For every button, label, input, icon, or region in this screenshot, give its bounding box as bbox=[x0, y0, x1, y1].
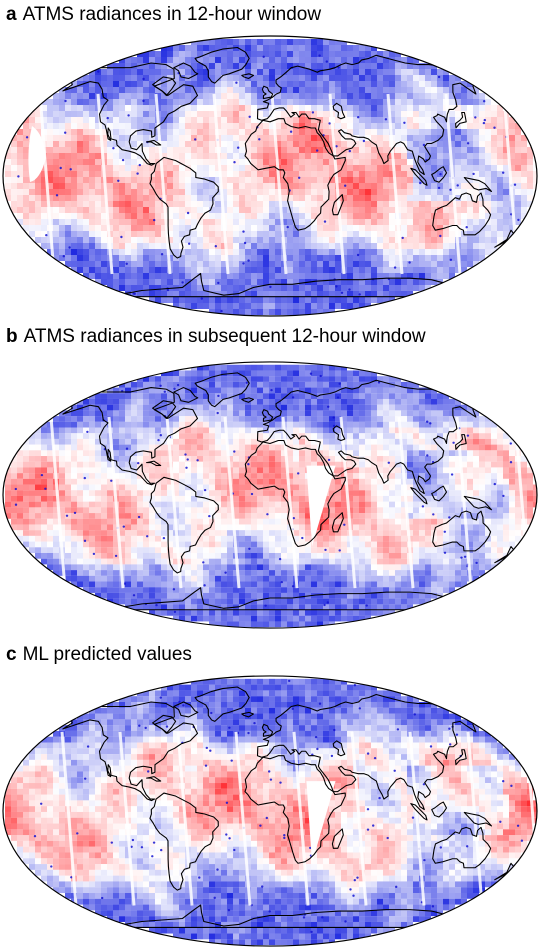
coastline-iceland bbox=[241, 397, 255, 403]
panel-a: a ATMS radiances in 12-hour window bbox=[0, 0, 540, 318]
panel-a-title: a ATMS radiances in 12-hour window bbox=[6, 4, 321, 26]
panel-c: c ML predicted values bbox=[0, 630, 540, 950]
coastlines bbox=[62, 686, 518, 930]
coastline-japan bbox=[455, 111, 467, 129]
coastline-japan bbox=[455, 749, 467, 766]
panel-b-letter: b bbox=[6, 326, 18, 347]
coastline-caspian bbox=[332, 425, 346, 442]
coastline-caspian bbox=[332, 102, 346, 120]
coastline-cuba bbox=[146, 139, 162, 146]
coastline-britain bbox=[261, 409, 274, 422]
panel-c-letter: c bbox=[6, 644, 17, 665]
radiance-field bbox=[5, 39, 537, 315]
coastline-africa bbox=[244, 755, 346, 864]
coastline-britain bbox=[261, 723, 274, 737]
radiance-field bbox=[5, 678, 537, 946]
coastline-caspian bbox=[332, 740, 346, 757]
coastline-eurasia bbox=[256, 694, 481, 811]
globe-outline bbox=[2, 35, 538, 317]
coastline-northAmerica bbox=[62, 387, 199, 486]
coastline-northAmerica bbox=[62, 701, 199, 802]
coastline-southAmerica bbox=[149, 156, 219, 259]
coastline-africa bbox=[244, 118, 346, 231]
map-panel-c bbox=[2, 675, 538, 947]
coastline-antarctica bbox=[87, 904, 455, 930]
coastline-australia bbox=[432, 192, 492, 236]
coastline-eurasia bbox=[256, 54, 481, 176]
coastline-antarctica bbox=[87, 272, 455, 299]
globe-outline bbox=[2, 675, 538, 947]
map-panel-a bbox=[2, 35, 538, 317]
coastline-australia bbox=[432, 510, 492, 552]
coastline-southAmerica bbox=[149, 476, 219, 574]
coastline-madagascar bbox=[331, 828, 344, 849]
coastline-hudson bbox=[152, 714, 177, 734]
coastline-newguinea bbox=[463, 176, 493, 193]
data-gap-areas bbox=[28, 126, 46, 182]
coastline-japan bbox=[455, 434, 467, 450]
radiance-field bbox=[5, 364, 537, 628]
coastline-baffin bbox=[173, 387, 199, 403]
globe-outline bbox=[2, 361, 538, 629]
coastline-baffin bbox=[173, 62, 199, 80]
coastline-antarctica bbox=[87, 587, 455, 612]
coastline-iceland bbox=[241, 711, 255, 718]
coastline-sumatra bbox=[410, 167, 428, 186]
panel-a-letter: a bbox=[6, 4, 17, 25]
coastline-madagascar bbox=[331, 512, 344, 533]
coastlines bbox=[62, 46, 518, 299]
coastlines bbox=[62, 372, 518, 612]
coastline-borneo bbox=[431, 801, 448, 818]
panel-b: b ATMS radiances in subsequent 12-hour wi… bbox=[0, 318, 540, 630]
coastline-borneo bbox=[431, 166, 448, 183]
coastline-britain bbox=[261, 85, 274, 100]
data-gap-areas bbox=[306, 465, 336, 547]
coastline-borneo bbox=[431, 485, 448, 502]
coastline-sumatra bbox=[410, 487, 428, 505]
map-panel-b bbox=[2, 361, 538, 629]
coastline-hudson bbox=[152, 400, 177, 419]
coastline-greenland bbox=[194, 686, 250, 722]
panel-a-title-text: ATMS radiances in 12-hour window bbox=[22, 4, 322, 25]
coastline-iceland bbox=[241, 73, 255, 80]
coastline-eurasia bbox=[256, 379, 481, 495]
coastline-cuba bbox=[146, 460, 162, 467]
data-gap-areas bbox=[306, 781, 336, 864]
coastline-sumatra bbox=[410, 803, 428, 821]
panel-b-title-text: ATMS radiances in subsequent 12-hour win… bbox=[23, 326, 426, 347]
coastline-greenland bbox=[194, 372, 250, 408]
coastline-baffin bbox=[173, 701, 199, 718]
coastline-madagascar bbox=[331, 194, 344, 216]
coastline-northAmerica bbox=[62, 62, 199, 166]
coastline-cuba bbox=[146, 776, 162, 782]
coastline-southAmerica bbox=[149, 792, 219, 891]
coastline-hudson bbox=[152, 76, 177, 97]
coastline-greenland bbox=[194, 46, 250, 84]
panel-c-title: c ML predicted values bbox=[6, 644, 192, 666]
coastline-australia bbox=[432, 826, 492, 869]
coastline-newguinea bbox=[463, 811, 493, 827]
panel-b-title: b ATMS radiances in subsequent 12-hour wi… bbox=[6, 326, 426, 348]
coastline-newguinea bbox=[463, 495, 493, 511]
panel-c-title-text: ML predicted values bbox=[22, 644, 192, 665]
coastline-africa bbox=[244, 440, 346, 548]
